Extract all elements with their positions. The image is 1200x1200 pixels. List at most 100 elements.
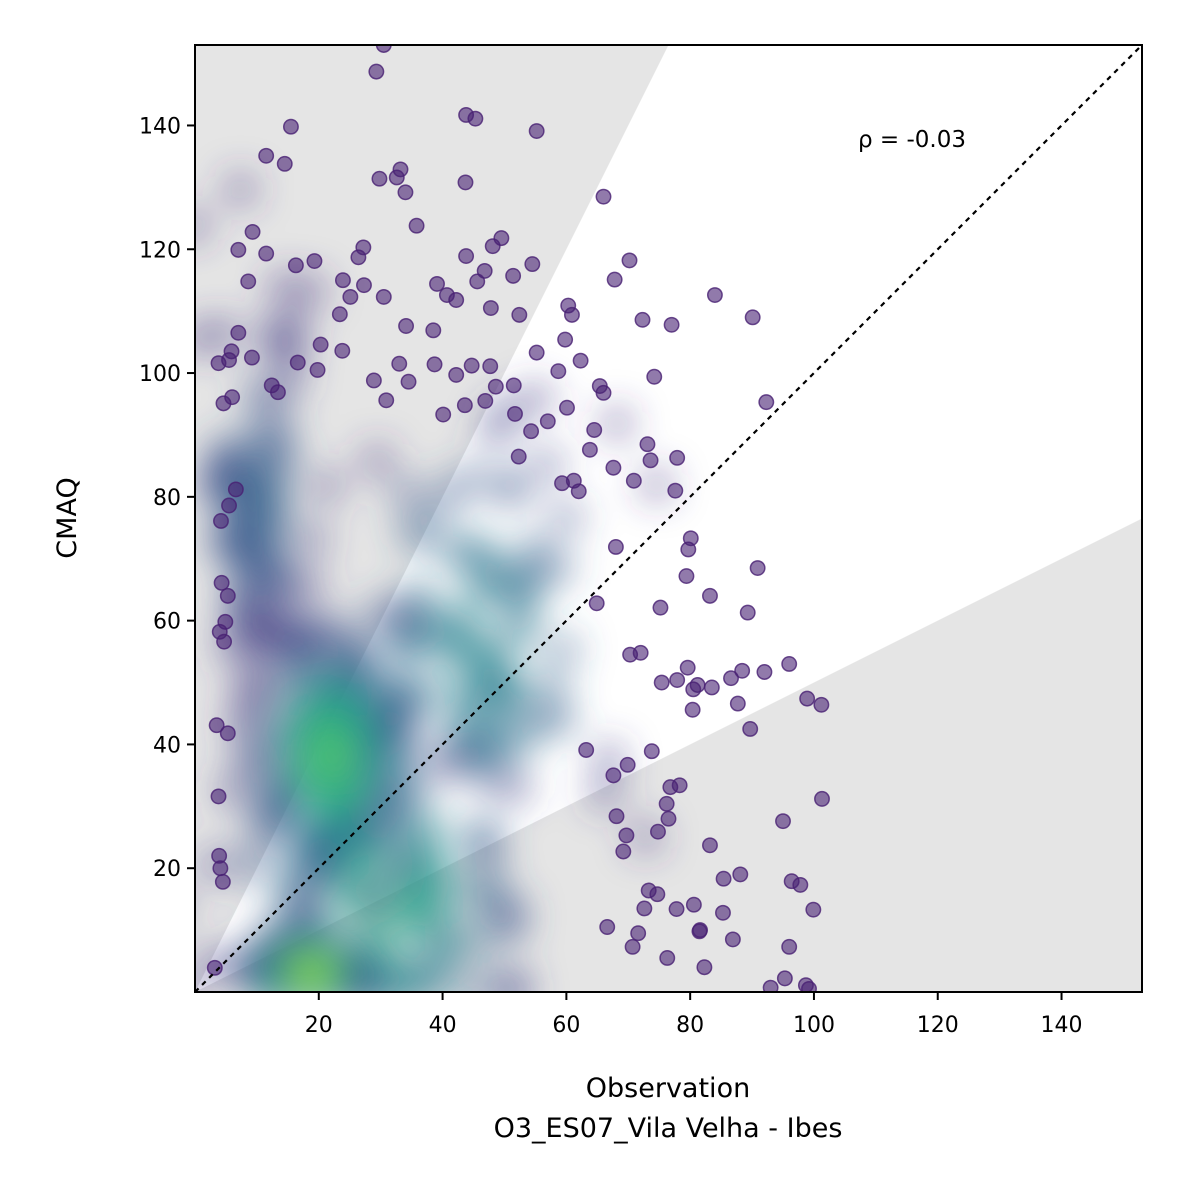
scatter-point bbox=[258, 147, 275, 164]
scatter-point bbox=[680, 541, 697, 558]
x-tick-label: 80 bbox=[676, 1013, 704, 1038]
density-blob bbox=[237, 468, 270, 501]
y-tick-label: 100 bbox=[139, 362, 181, 387]
density-blob bbox=[356, 883, 389, 916]
scatter-point bbox=[669, 449, 686, 466]
scatter-point bbox=[792, 876, 809, 893]
scatter-point bbox=[685, 896, 702, 913]
density-blob bbox=[593, 742, 626, 775]
scatter-point bbox=[457, 174, 474, 191]
density-blob bbox=[543, 701, 576, 734]
density-blob bbox=[398, 517, 431, 550]
x-tick-label: 120 bbox=[917, 1013, 959, 1038]
scatter-point bbox=[350, 249, 367, 266]
scatter-point bbox=[397, 184, 414, 201]
scatter-point bbox=[630, 925, 647, 942]
density-blob bbox=[451, 687, 484, 720]
scatter-point bbox=[660, 810, 677, 827]
density-blob bbox=[245, 623, 278, 656]
scatter-point bbox=[781, 656, 798, 672]
scatter-point bbox=[216, 633, 233, 650]
density-blob bbox=[547, 633, 580, 666]
scatter-point bbox=[477, 392, 494, 409]
scatter-point bbox=[429, 275, 445, 292]
scatter-point bbox=[210, 788, 227, 805]
density-blob bbox=[237, 663, 270, 696]
scatter-point bbox=[667, 482, 684, 499]
density-blob bbox=[261, 468, 294, 501]
scatter-point bbox=[572, 352, 589, 369]
scatter-point bbox=[505, 377, 522, 394]
scatter-point bbox=[599, 919, 616, 935]
density-blob bbox=[534, 668, 567, 701]
scatter-point bbox=[306, 253, 323, 269]
scatter-point bbox=[309, 362, 326, 378]
scatter-point bbox=[276, 155, 293, 172]
scatter-point bbox=[391, 355, 408, 372]
scatter-point bbox=[378, 392, 395, 409]
scatter-point bbox=[632, 644, 649, 661]
scatter-point bbox=[729, 695, 746, 712]
scatter-point bbox=[365, 372, 382, 389]
one-to-one-line bbox=[195, 45, 1142, 992]
scatter-point bbox=[742, 720, 759, 737]
scatter-point bbox=[668, 901, 685, 918]
scatter-point bbox=[224, 389, 241, 406]
y-axis-ticks: 20 40 60 80 100 120 140 bbox=[139, 114, 195, 882]
scatter-point bbox=[595, 384, 612, 401]
scatter-point bbox=[619, 756, 636, 773]
scatter-point bbox=[702, 587, 718, 604]
y-tick-label: 140 bbox=[139, 114, 181, 139]
density-blob bbox=[600, 407, 633, 440]
density-blob bbox=[456, 972, 489, 992]
scatter-point bbox=[331, 306, 348, 323]
density-blob bbox=[449, 464, 482, 497]
scatter-point bbox=[510, 448, 527, 465]
scatter-point bbox=[758, 394, 775, 411]
density-blob bbox=[207, 525, 240, 558]
density-blob bbox=[500, 771, 533, 804]
density-blob bbox=[274, 972, 307, 992]
density-blob bbox=[234, 744, 267, 777]
scatter-point bbox=[557, 331, 574, 348]
density-blob bbox=[311, 470, 344, 503]
scatter-point bbox=[624, 938, 641, 955]
scatter-point bbox=[269, 384, 286, 401]
density-blob bbox=[478, 414, 511, 447]
correlation-annotation: ρ = -0.03 bbox=[858, 127, 966, 153]
scatter-point bbox=[388, 169, 405, 186]
scatter-point bbox=[739, 604, 756, 621]
scatter-point bbox=[715, 904, 731, 921]
density-blob bbox=[429, 484, 462, 517]
density-blob bbox=[336, 643, 369, 676]
y-tick-label: 40 bbox=[153, 733, 181, 758]
scatter-point bbox=[669, 672, 686, 688]
density-blob bbox=[398, 889, 431, 922]
density-blob bbox=[495, 897, 528, 930]
scatter-points bbox=[206, 45, 830, 992]
density-blob bbox=[361, 925, 394, 958]
scatter-point bbox=[642, 452, 659, 469]
scatter-point bbox=[724, 931, 741, 948]
scatter-point bbox=[244, 223, 261, 240]
scatter-point bbox=[230, 241, 247, 258]
density-blob bbox=[434, 645, 467, 678]
scatter-point bbox=[684, 701, 701, 718]
y-tick-label: 60 bbox=[153, 610, 181, 635]
scatter-point bbox=[482, 300, 499, 317]
scatter-point bbox=[658, 795, 675, 812]
x-axis-ticks: 20 40 60 80 100 120 140 bbox=[305, 992, 1083, 1038]
density-blob bbox=[346, 725, 379, 758]
density-blob bbox=[501, 586, 534, 619]
density-blob bbox=[509, 716, 542, 749]
density-blob bbox=[519, 533, 552, 566]
density-blob bbox=[156, 891, 188, 923]
scatter-point bbox=[375, 45, 392, 53]
x-tick-label: 100 bbox=[793, 1013, 835, 1038]
density-blob bbox=[531, 448, 564, 481]
scatter-point bbox=[456, 397, 473, 414]
density-blob bbox=[640, 468, 673, 501]
scatter-point bbox=[685, 681, 702, 698]
scatter-point bbox=[448, 366, 465, 383]
density-blob bbox=[304, 951, 337, 984]
